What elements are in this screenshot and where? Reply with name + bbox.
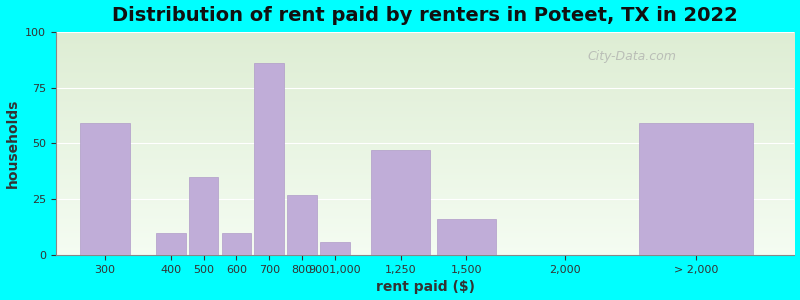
Title: Distribution of rent paid by renters in Poteet, TX in 2022: Distribution of rent paid by renters in … [112, 6, 738, 25]
Bar [287, 195, 317, 255]
Bar [189, 177, 218, 255]
Bar [156, 233, 186, 255]
Bar [222, 233, 251, 255]
Bar [371, 150, 430, 255]
Y-axis label: households: households [6, 99, 19, 188]
X-axis label: rent paid ($): rent paid ($) [376, 280, 474, 294]
Bar [638, 123, 754, 255]
Text: City-Data.com: City-Data.com [588, 50, 677, 62]
Bar [437, 219, 496, 255]
Bar [254, 63, 284, 255]
Bar [320, 242, 350, 255]
Bar [81, 123, 130, 255]
